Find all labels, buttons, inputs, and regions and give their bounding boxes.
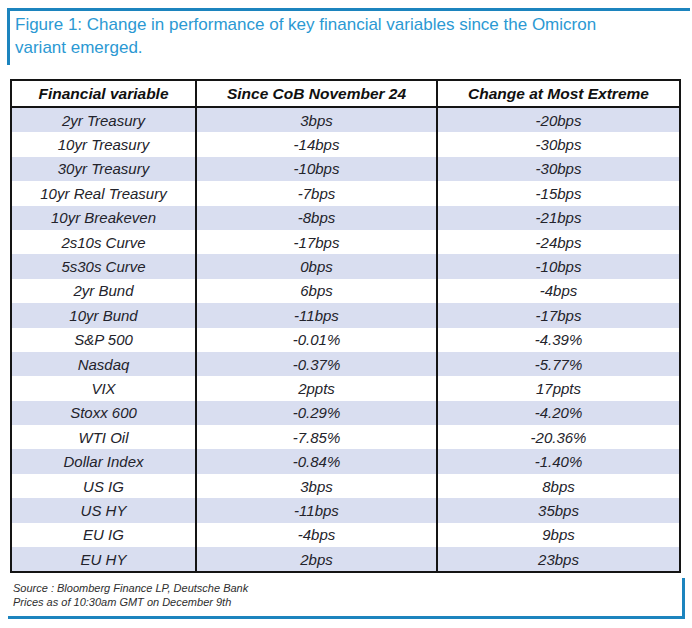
table-row: 10yr Breakeven -8bps -21bps bbox=[12, 206, 679, 230]
table-row: 2yr Treasury 3bps -20bps bbox=[12, 108, 679, 132]
cell-since-cob: -14bps bbox=[195, 132, 436, 156]
data-table: Financial variable Since CoB November 24… bbox=[10, 79, 681, 573]
cell-variable: EU IG bbox=[12, 523, 195, 547]
table-row: US HY -11bps 35bps bbox=[12, 498, 679, 522]
cell-most-extreme: -30bps bbox=[436, 157, 679, 181]
cell-most-extreme: -5.77% bbox=[436, 352, 679, 376]
cell-since-cob: -11bps bbox=[195, 498, 436, 522]
column-header-since-cob: Since CoB November 24 bbox=[195, 81, 436, 106]
cell-since-cob: -0.84% bbox=[195, 449, 436, 473]
cell-variable: 2yr Treasury bbox=[12, 108, 195, 132]
cell-variable: 10yr Bund bbox=[12, 303, 195, 327]
cell-variable: 10yr Treasury bbox=[12, 132, 195, 156]
cell-most-extreme: -20.36% bbox=[436, 425, 679, 449]
cell-most-extreme: -15bps bbox=[436, 181, 679, 205]
table-row: 5s30s Curve 0bps -10bps bbox=[12, 254, 679, 278]
frame-rule-right bbox=[682, 578, 685, 619]
frame-rule-left bbox=[7, 8, 10, 65]
cell-most-extreme: -4.39% bbox=[436, 328, 679, 352]
cell-since-cob: -7bps bbox=[195, 181, 436, 205]
cell-most-extreme: -20bps bbox=[436, 108, 679, 132]
cell-most-extreme: -21bps bbox=[436, 206, 679, 230]
cell-most-extreme: -10bps bbox=[436, 254, 679, 278]
table-row: 2yr Bund 6bps -4bps bbox=[12, 279, 679, 303]
cell-variable: US HY bbox=[12, 498, 195, 522]
table-row: 10yr Real Treasury -7bps -15bps bbox=[12, 181, 679, 205]
figure-canvas: Figure 1: Change in performance of key f… bbox=[0, 0, 692, 628]
cell-most-extreme: 35bps bbox=[436, 498, 679, 522]
cell-since-cob: 0bps bbox=[195, 254, 436, 278]
cell-since-cob: -11bps bbox=[195, 303, 436, 327]
cell-variable: Dollar Index bbox=[12, 449, 195, 473]
cell-since-cob: -10bps bbox=[195, 157, 436, 181]
cell-variable: 10yr Breakeven bbox=[12, 206, 195, 230]
cell-variable: 2s10s Curve bbox=[12, 230, 195, 254]
cell-most-extreme: 23bps bbox=[436, 547, 679, 571]
figure-title: Figure 1: Change in performance of key f… bbox=[15, 13, 643, 59]
cell-variable: 2yr Bund bbox=[12, 279, 195, 303]
column-header-most-extreme: Change at Most Extreme bbox=[436, 81, 679, 106]
cell-most-extreme: -1.40% bbox=[436, 449, 679, 473]
table-row: VIX 2ppts 17ppts bbox=[12, 376, 679, 400]
table-row: 10yr Bund -11bps -17bps bbox=[12, 303, 679, 327]
cell-most-extreme: -30bps bbox=[436, 132, 679, 156]
cell-since-cob: 3bps bbox=[195, 108, 436, 132]
cell-variable: US IG bbox=[12, 474, 195, 498]
table-row: Dollar Index -0.84% -1.40% bbox=[12, 449, 679, 473]
table-row: 10yr Treasury -14bps -30bps bbox=[12, 132, 679, 156]
cell-variable: EU HY bbox=[12, 547, 195, 571]
cell-variable: 5s30s Curve bbox=[12, 254, 195, 278]
column-header-financial-variable: Financial variable bbox=[12, 81, 195, 106]
cell-variable: 30yr Treasury bbox=[12, 157, 195, 181]
cell-variable: Stoxx 600 bbox=[12, 401, 195, 425]
cell-most-extreme: 17ppts bbox=[436, 376, 679, 400]
cell-since-cob: 6bps bbox=[195, 279, 436, 303]
cell-since-cob: -17bps bbox=[195, 230, 436, 254]
table-row: S&P 500 -0.01% -4.39% bbox=[12, 328, 679, 352]
cell-since-cob: -0.29% bbox=[195, 401, 436, 425]
table-body: 2yr Treasury 3bps -20bps 10yr Treasury -… bbox=[12, 108, 679, 571]
cell-since-cob: -8bps bbox=[195, 206, 436, 230]
cell-most-extreme: -17bps bbox=[436, 303, 679, 327]
cell-since-cob: -0.37% bbox=[195, 352, 436, 376]
frame-rule-top bbox=[7, 8, 690, 11]
cell-variable: VIX bbox=[12, 376, 195, 400]
cell-since-cob: 3bps bbox=[195, 474, 436, 498]
source-note: Source : Bloomberg Finance LP, Deutsche … bbox=[13, 581, 248, 609]
cell-since-cob: 2bps bbox=[195, 547, 436, 571]
cell-since-cob: -7.85% bbox=[195, 425, 436, 449]
table-row: Nasdaq -0.37% -5.77% bbox=[12, 352, 679, 376]
cell-variable: Nasdaq bbox=[12, 352, 195, 376]
table-row: 2s10s Curve -17bps -24bps bbox=[12, 230, 679, 254]
cell-variable: 10yr Real Treasury bbox=[12, 181, 195, 205]
cell-since-cob: -4bps bbox=[195, 523, 436, 547]
cell-most-extreme: 8bps bbox=[436, 474, 679, 498]
cell-most-extreme: -24bps bbox=[436, 230, 679, 254]
source-line-2: Prices as of 10:30am GMT on December 9th bbox=[13, 595, 248, 609]
table-row: US IG 3bps 8bps bbox=[12, 474, 679, 498]
table-row: WTI Oil -7.85% -20.36% bbox=[12, 425, 679, 449]
cell-variable: S&P 500 bbox=[12, 328, 195, 352]
table-row: EU IG -4bps 9bps bbox=[12, 523, 679, 547]
frame-rule-bottom bbox=[8, 616, 685, 619]
cell-variable: WTI Oil bbox=[12, 425, 195, 449]
table-row: EU HY 2bps 23bps bbox=[12, 547, 679, 571]
cell-most-extreme: -4.20% bbox=[436, 401, 679, 425]
table-row: Stoxx 600 -0.29% -4.20% bbox=[12, 401, 679, 425]
cell-most-extreme: 9bps bbox=[436, 523, 679, 547]
cell-since-cob: -0.01% bbox=[195, 328, 436, 352]
table-row: 30yr Treasury -10bps -30bps bbox=[12, 157, 679, 181]
source-line-1: Source : Bloomberg Finance LP, Deutsche … bbox=[13, 581, 248, 595]
cell-since-cob: 2ppts bbox=[195, 376, 436, 400]
cell-most-extreme: -4bps bbox=[436, 279, 679, 303]
table-header-row: Financial variable Since CoB November 24… bbox=[12, 81, 679, 108]
